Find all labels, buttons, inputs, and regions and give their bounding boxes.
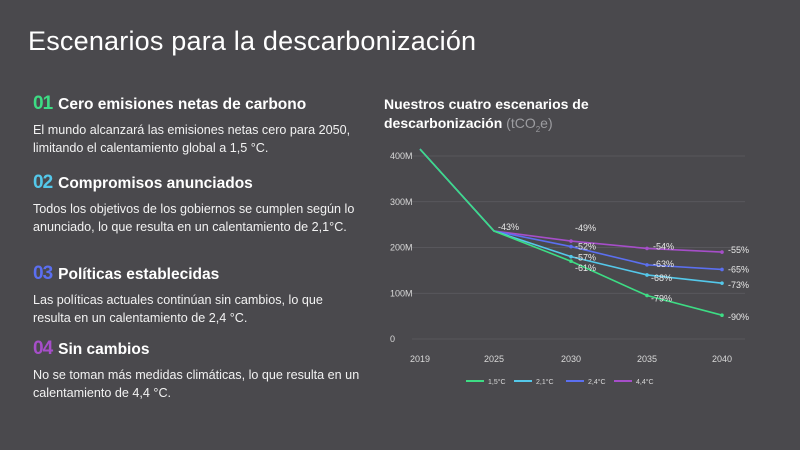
data-point xyxy=(720,281,724,285)
series-line xyxy=(419,148,723,253)
data-point xyxy=(720,313,724,318)
data-point xyxy=(645,293,649,298)
data-label: -73% xyxy=(728,280,749,290)
y-tick-label: 100M xyxy=(390,288,413,298)
data-label: -65% xyxy=(728,264,749,274)
legend-label: 1,5°C xyxy=(488,378,506,386)
series-line xyxy=(419,148,723,271)
scenario-number: 02 xyxy=(33,172,53,193)
data-label: -49% xyxy=(575,223,596,233)
data-point xyxy=(569,244,573,249)
legend-label: 2,1°C xyxy=(536,378,554,386)
x-tick-label: 2025 xyxy=(484,354,504,364)
scenario-2: 02 Compromisos anunciados Todos los obje… xyxy=(33,172,363,236)
y-tick-label: 400M xyxy=(390,151,413,161)
scenario-title: Políticas establecidas xyxy=(58,266,220,283)
data-point xyxy=(720,267,724,272)
y-tick-label: 0 xyxy=(390,334,395,344)
scenario-description: Las políticas actuales continúan sin cam… xyxy=(33,293,323,325)
scenario-description: No se toman más medidas climáticas, lo q… xyxy=(33,368,360,400)
scenario-title: Cero emisiones netas de carbono xyxy=(58,96,307,113)
x-tick-label: 2040 xyxy=(712,354,732,364)
series-line xyxy=(419,148,723,284)
scenario-1: 01 Cero emisiones netas de carbono El mu… xyxy=(33,93,363,157)
chart-title: Nuestros cuatro escenarios de descarboni… xyxy=(384,95,644,139)
data-label: -61% xyxy=(575,263,596,273)
page-title: Escenarios para la descarbonización xyxy=(28,26,477,56)
scenario-number: 03 xyxy=(33,263,53,284)
data-point xyxy=(645,273,649,277)
y-tick-label: 300M xyxy=(390,197,413,207)
data-label: -54% xyxy=(653,241,674,251)
data-label: -90% xyxy=(728,312,749,322)
data-label: -57% xyxy=(575,253,596,263)
data-label: -63% xyxy=(653,259,674,269)
series-line xyxy=(419,148,723,316)
data-point xyxy=(569,239,573,243)
data-label: -52% xyxy=(575,242,596,252)
x-tick-label: 2030 xyxy=(561,354,581,364)
scenario-4: 04 Sin cambios No se toman más medidas c… xyxy=(33,338,363,402)
data-point xyxy=(645,263,649,267)
scenario-description: El mundo alcanzará las emisiones netas c… xyxy=(33,123,351,155)
data-label: -68% xyxy=(651,273,672,283)
data-point xyxy=(569,254,573,259)
scenario-description: Todos los objetivos de los gobiernos se … xyxy=(33,202,355,234)
scenario-3: 03 Políticas establecidas Las políticas … xyxy=(33,263,363,327)
chart-title-text: Nuestros cuatro escenarios de descarboni… xyxy=(384,96,589,131)
legend-label: 2,4°C xyxy=(588,378,606,386)
data-label: -43% xyxy=(498,222,519,232)
data-point xyxy=(569,259,573,264)
x-tick-label: 2035 xyxy=(637,354,657,364)
data-label: -55% xyxy=(728,245,749,255)
data-label: -79% xyxy=(651,294,672,304)
x-tick-label: 2019 xyxy=(410,354,430,364)
scenario-title: Compromisos anunciados xyxy=(58,175,253,192)
data-point xyxy=(645,246,649,251)
scenario-number: 04 xyxy=(33,338,53,359)
legend-label: 4,4°C xyxy=(636,378,654,386)
chart-unit: (tCO2e) xyxy=(506,115,553,134)
scenario-number: 01 xyxy=(33,93,53,114)
y-tick-label: 200M xyxy=(390,243,413,253)
scenario-title: Sin cambios xyxy=(58,341,150,358)
data-point xyxy=(720,250,724,254)
